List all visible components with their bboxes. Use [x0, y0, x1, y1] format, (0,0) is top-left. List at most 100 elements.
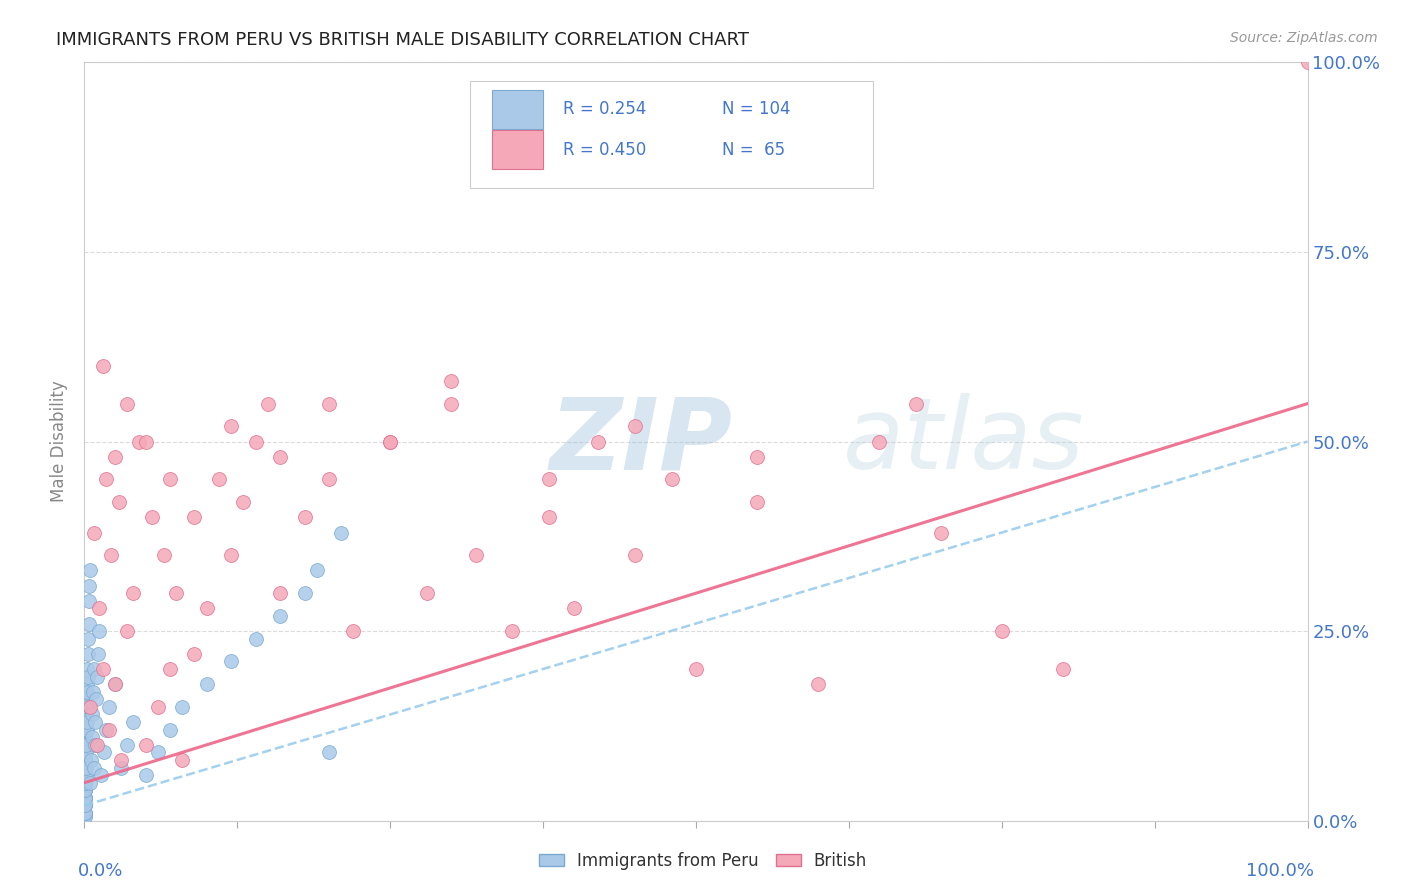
Point — [73, 768, 96, 782]
Point — [75, 760, 97, 774]
Point — [82, 707, 104, 722]
Point — [73, 776, 96, 790]
Point — [159, 723, 181, 737]
Point — [73, 791, 96, 805]
Point — [135, 434, 157, 449]
Point — [73, 760, 96, 774]
Point — [153, 548, 176, 563]
Point — [75, 776, 97, 790]
Point — [73, 776, 96, 790]
Point — [75, 753, 97, 767]
Text: N =  65: N = 65 — [721, 141, 785, 159]
Point — [73, 798, 96, 813]
Point — [135, 768, 157, 782]
Point — [1296, 55, 1319, 70]
Point — [73, 810, 96, 824]
Point — [75, 798, 97, 813]
Point — [257, 396, 280, 410]
Point — [73, 746, 96, 760]
Point — [76, 662, 98, 676]
Point — [87, 624, 110, 639]
Point — [232, 495, 254, 509]
Text: IMMIGRANTS FROM PERU VS BRITISH MALE DISABILITY CORRELATION CHART: IMMIGRANTS FROM PERU VS BRITISH MALE DIS… — [56, 31, 749, 49]
Point — [73, 795, 96, 809]
Point — [73, 806, 96, 821]
Point — [73, 802, 96, 816]
Point — [84, 692, 107, 706]
Point — [76, 699, 98, 714]
Point — [73, 753, 96, 767]
Point — [318, 746, 340, 760]
Point — [75, 768, 97, 782]
FancyBboxPatch shape — [492, 90, 543, 129]
Point — [318, 396, 340, 410]
Point — [80, 730, 103, 744]
Point — [77, 632, 100, 646]
Point — [104, 677, 127, 691]
Point — [83, 760, 105, 774]
Point — [76, 715, 98, 730]
Y-axis label: Male Disability: Male Disability — [51, 381, 69, 502]
Point — [79, 564, 101, 578]
Text: Source: ZipAtlas.com: Source: ZipAtlas.com — [1230, 31, 1378, 45]
Text: atlas: atlas — [842, 393, 1084, 490]
Point — [75, 723, 97, 737]
Legend: Immigrants from Peru, British: Immigrants from Peru, British — [533, 846, 873, 877]
Point — [73, 753, 96, 767]
Point — [122, 715, 145, 730]
Point — [77, 594, 100, 608]
Point — [82, 685, 104, 699]
Point — [76, 677, 98, 691]
Point — [84, 715, 107, 730]
Point — [76, 685, 98, 699]
Point — [172, 753, 194, 767]
Point — [87, 601, 110, 615]
Point — [159, 662, 181, 676]
Point — [86, 738, 108, 752]
Point — [905, 396, 928, 410]
Point — [110, 753, 132, 767]
Point — [135, 738, 157, 752]
Point — [75, 776, 97, 790]
Point — [75, 738, 97, 752]
Point — [104, 450, 127, 464]
Point — [75, 783, 97, 797]
Point — [73, 791, 96, 805]
Point — [685, 662, 707, 676]
Point — [586, 434, 609, 449]
Point — [91, 662, 114, 676]
FancyBboxPatch shape — [470, 81, 873, 187]
Point — [75, 707, 97, 722]
Point — [747, 495, 769, 509]
Point — [96, 473, 118, 487]
Point — [73, 760, 96, 774]
Point — [380, 434, 402, 449]
Point — [342, 624, 364, 639]
Point — [115, 624, 138, 639]
Point — [73, 791, 96, 805]
Point — [73, 783, 96, 797]
Point — [76, 723, 98, 737]
Point — [159, 473, 181, 487]
Point — [330, 525, 353, 540]
Point — [75, 723, 97, 737]
Point — [1052, 662, 1074, 676]
Point — [79, 776, 101, 790]
Point — [73, 776, 96, 790]
Point — [75, 738, 97, 752]
Point — [97, 699, 120, 714]
Point — [75, 715, 97, 730]
Point — [73, 806, 96, 821]
Text: 0.0%: 0.0% — [79, 863, 124, 880]
Point — [183, 510, 205, 524]
Point — [624, 548, 647, 563]
Point — [245, 434, 267, 449]
Point — [183, 647, 205, 661]
Point — [146, 746, 169, 760]
Point — [91, 359, 114, 373]
Point — [73, 730, 96, 744]
Point — [269, 608, 291, 623]
Point — [75, 692, 97, 706]
Point — [73, 787, 96, 801]
Point — [73, 810, 96, 824]
